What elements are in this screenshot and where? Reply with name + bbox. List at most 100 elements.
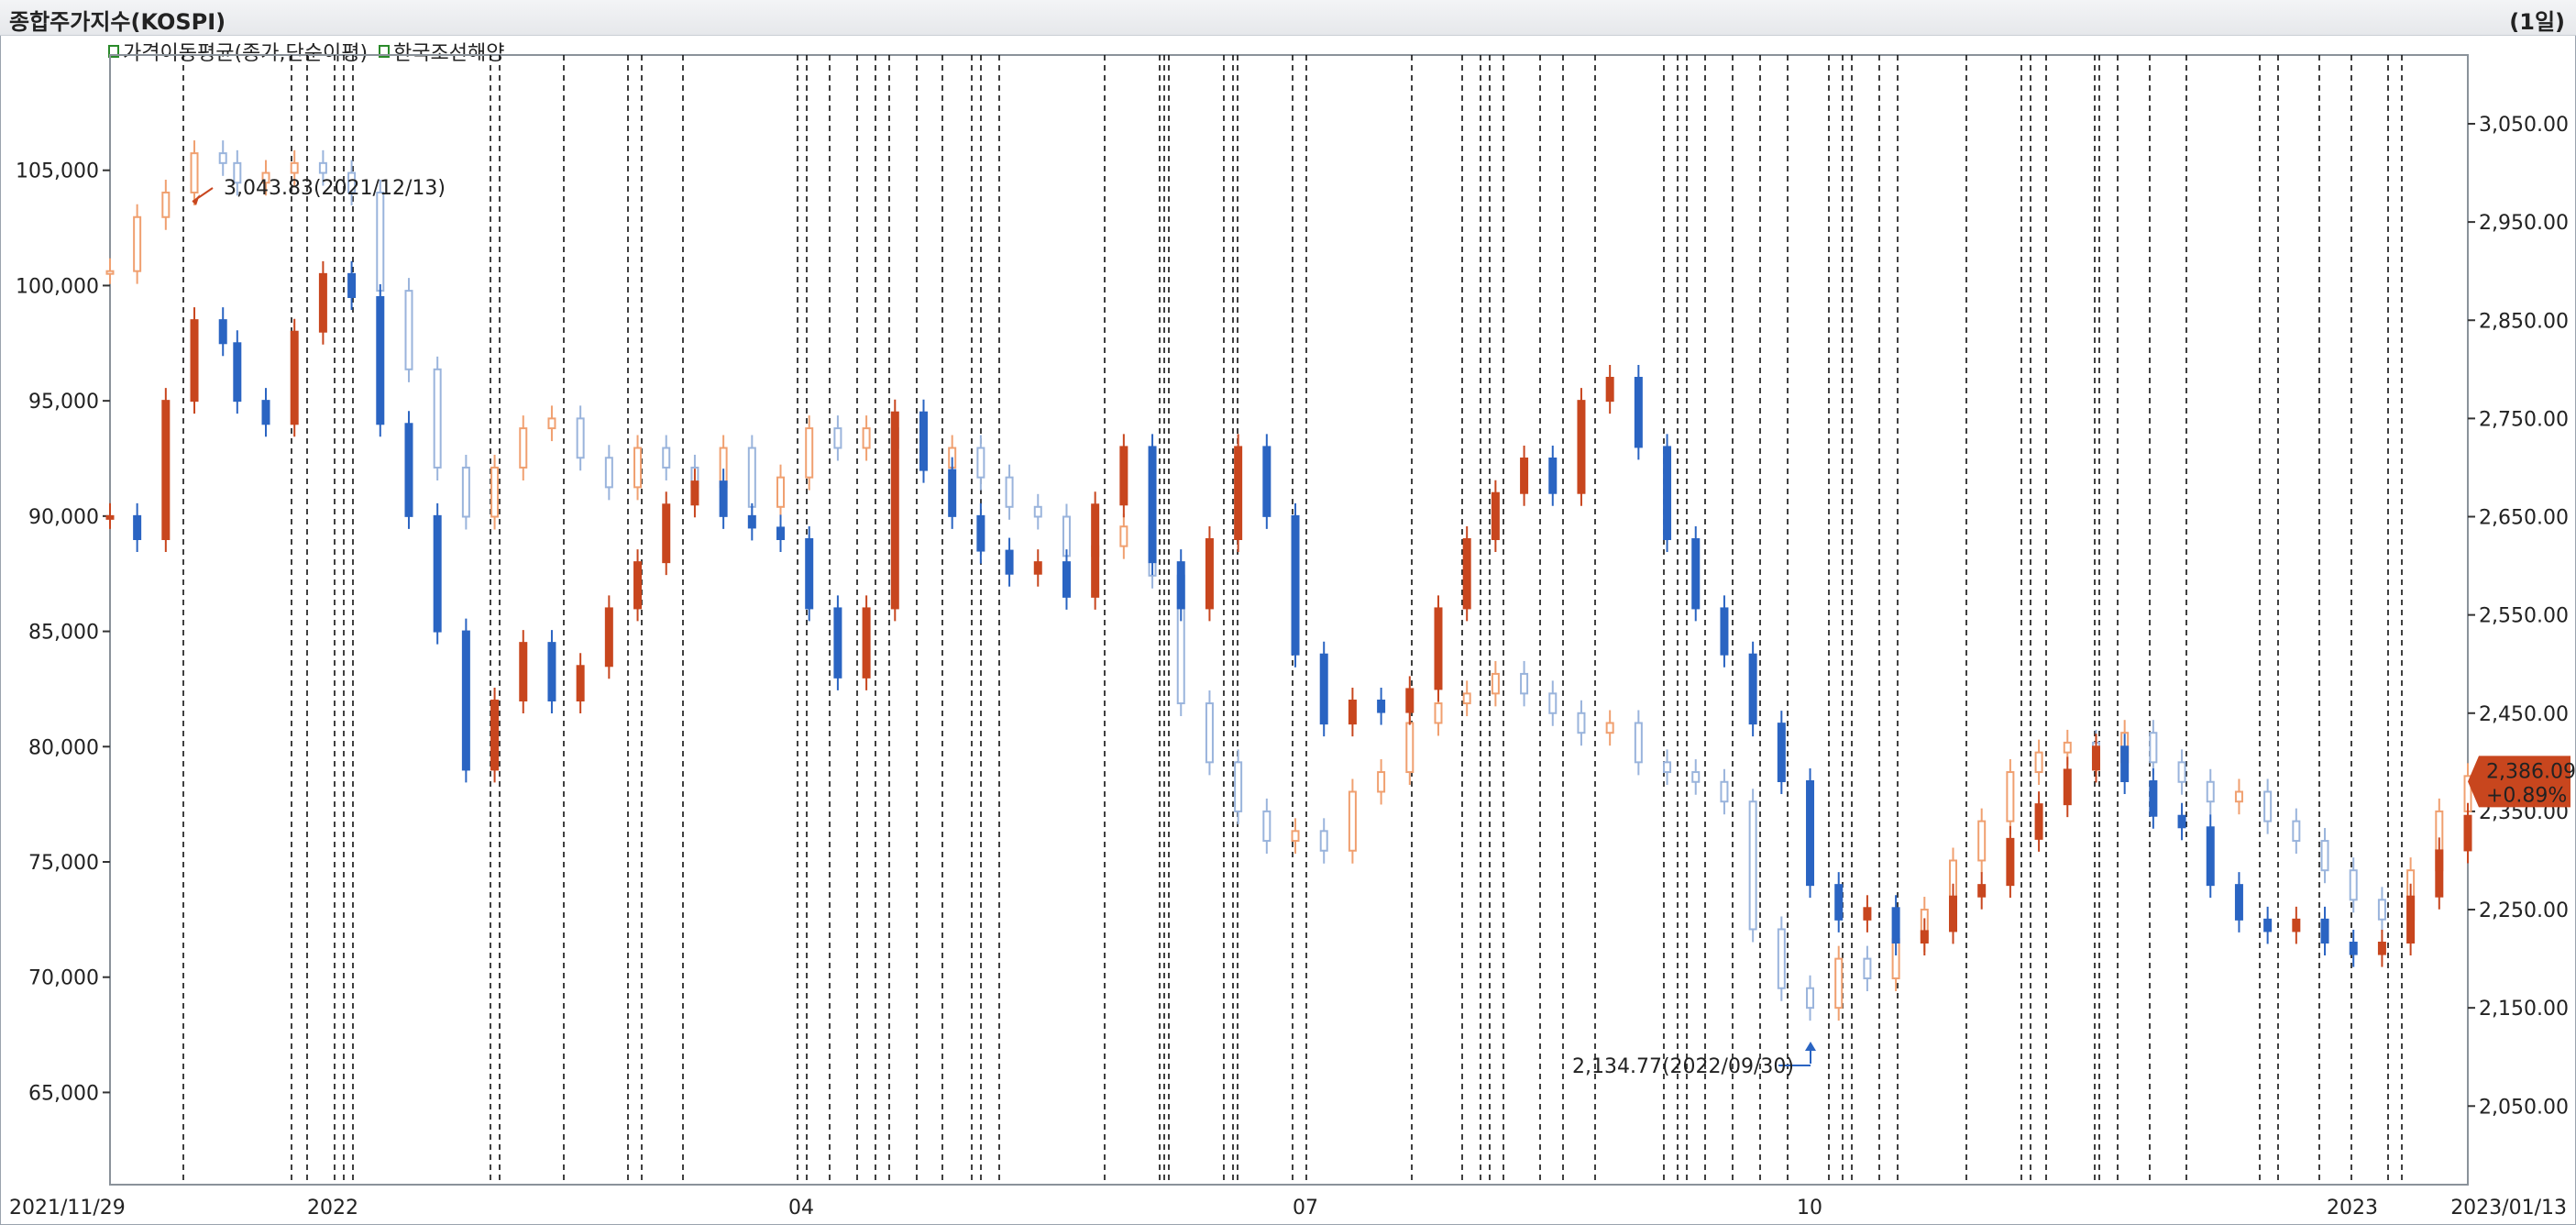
- x-axis-label: 2021/11/29: [9, 1197, 126, 1219]
- stock-candle: [604, 607, 613, 668]
- kospi-candle: [2263, 790, 2273, 822]
- stock-candle: [2435, 849, 2444, 898]
- stock-candle: [2120, 745, 2130, 782]
- kospi-candle: [1634, 722, 1643, 764]
- stock-candle: [1520, 458, 1529, 494]
- right-axis-tick-label: 2,750.00: [2479, 408, 2569, 431]
- stock-candle: [2091, 745, 2100, 771]
- kospi-candle: [662, 447, 671, 469]
- kospi-candle: [233, 161, 242, 184]
- kospi-candle: [1319, 830, 1328, 852]
- kospi-candle: [1462, 692, 1471, 705]
- stock-candle: [2234, 884, 2243, 921]
- stock-candle: [1663, 446, 1672, 540]
- stock-candle: [1091, 503, 1100, 598]
- stock-candle: [1920, 930, 1929, 944]
- stock-candle: [976, 514, 985, 552]
- stock-candle: [747, 514, 756, 529]
- kospi-candle: [376, 191, 385, 292]
- stock-candle: [919, 411, 928, 471]
- stock-candle: [461, 630, 470, 771]
- stock-candle: [190, 319, 199, 403]
- kospi-candle: [976, 447, 985, 479]
- kospi-candle: [1377, 771, 1386, 793]
- stock-candle: [1262, 446, 1271, 517]
- stock-candle: [1491, 491, 1500, 541]
- kospi-candle: [1119, 525, 1128, 547]
- legend-item-moving-average[interactable]: 가격이동평균(종가,단순이평): [108, 37, 368, 66]
- kospi-candle: [776, 476, 786, 508]
- kospi-candle: [1348, 790, 1357, 852]
- legend-label: 가격이동평균(종가,단순이평): [123, 42, 369, 65]
- stock-candle: [2377, 942, 2386, 955]
- stock-candle: [161, 400, 171, 540]
- stock-candle: [1319, 653, 1328, 725]
- kospi-candle: [633, 447, 643, 489]
- stock-candle: [2406, 895, 2416, 944]
- stock-candle: [2463, 814, 2472, 852]
- kospi-candle: [2349, 869, 2358, 901]
- stock-candle: [347, 272, 357, 299]
- kospi-candle: [318, 161, 327, 174]
- kospi-candle: [1834, 957, 1844, 1010]
- kospi-candle: [261, 171, 270, 184]
- kospi-candle: [2034, 751, 2043, 774]
- last-change: +0.89%: [2486, 784, 2567, 807]
- kospi-candle: [161, 191, 171, 218]
- stock-candle: [1806, 780, 1815, 887]
- kospi-candle: [1663, 761, 1672, 774]
- left-axis-tick-label: 100,000: [16, 275, 99, 298]
- kospi-candle: [433, 368, 442, 469]
- stock-candle: [105, 514, 115, 520]
- left-axis-tick-label: 105,000: [16, 160, 99, 183]
- stock-candle: [1634, 377, 1643, 448]
- kospi-candle: [1491, 672, 1500, 695]
- stock-candle: [2006, 837, 2015, 887]
- kospi-candle: [1262, 810, 1271, 843]
- kospi-candle: [1405, 722, 1415, 774]
- stock-candle: [2149, 780, 2158, 817]
- stock-candle: [547, 642, 556, 702]
- stock-candle: [1148, 446, 1157, 564]
- stock-candle: [233, 342, 242, 403]
- stock-candle: [1720, 607, 1729, 656]
- kospi-candle: [862, 427, 871, 449]
- stock-candle: [376, 296, 385, 425]
- stock-candle: [1234, 446, 1243, 540]
- right-axis-tick-label: 3,050.00: [2479, 114, 2569, 137]
- kospi-candle: [1577, 712, 1586, 734]
- period-label[interactable]: (1일): [2509, 9, 2565, 35]
- chart-title-bar: 종합주가지수(KOSPI) (1일): [0, 0, 2576, 36]
- stock-candle: [218, 319, 227, 345]
- legend: 가격이동평균(종가,단순이평) 한국조선해양: [108, 37, 505, 66]
- left-axis-tick-label: 70,000: [28, 967, 99, 990]
- stock-candle: [318, 272, 327, 333]
- left-axis-tick-label: 80,000: [28, 736, 99, 759]
- kospi-candle: [1005, 476, 1014, 508]
- x-axis-label: 04: [788, 1197, 814, 1219]
- right-axis-tick-label: 2,050.00: [2479, 1096, 2569, 1119]
- stock-candle: [1205, 538, 1214, 610]
- stock-candle: [1119, 446, 1128, 506]
- stock-candle: [1977, 884, 1987, 898]
- stock-candle: [2349, 942, 2358, 955]
- kospi-candle: [2006, 771, 2015, 822]
- kospi-candle: [461, 466, 470, 518]
- stock-candle: [1777, 723, 1786, 783]
- kospi-candle: [1291, 830, 1300, 843]
- right-axis-tick-label: 2,550.00: [2479, 605, 2569, 628]
- stock-candle: [1062, 561, 1071, 598]
- stock-candle: [433, 514, 442, 633]
- stock-candle: [2177, 814, 2186, 829]
- stock-candle: [404, 423, 413, 517]
- stock-candle: [1462, 538, 1471, 610]
- stock-candle: [1005, 549, 1014, 575]
- kospi-candle: [747, 447, 756, 508]
- stock-candle: [133, 514, 142, 540]
- stock-candle: [1863, 907, 1872, 921]
- kospi-candle: [190, 152, 199, 193]
- stock-candle: [1691, 538, 1701, 610]
- left-axis-tick-label: 75,000: [28, 852, 99, 875]
- kospi-candle: [1720, 780, 1729, 803]
